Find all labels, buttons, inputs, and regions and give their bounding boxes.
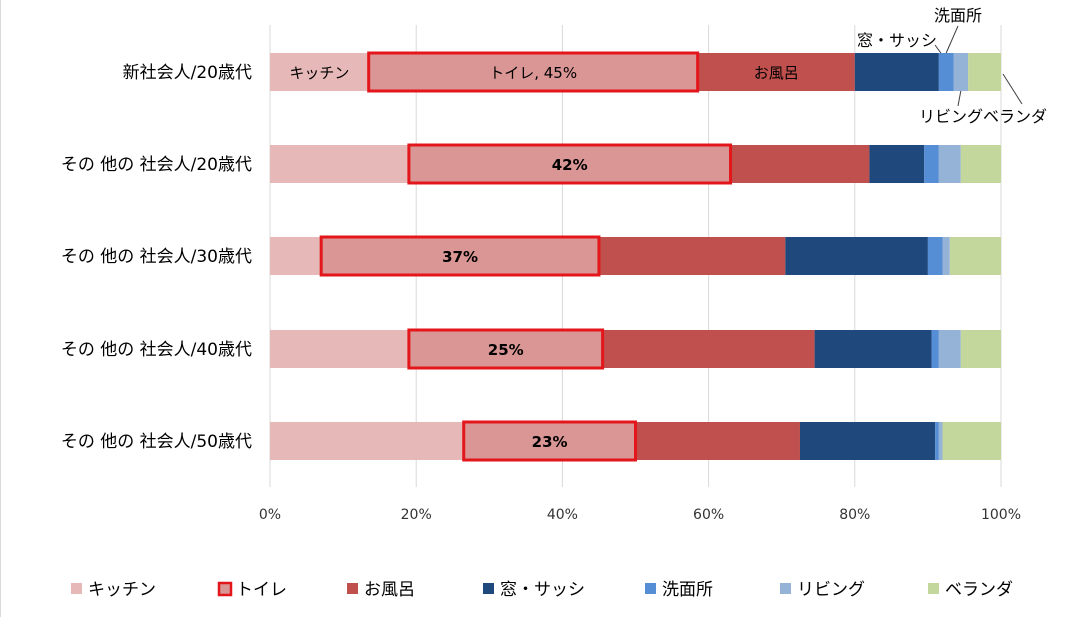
x-tick-label: 0% — [259, 507, 281, 523]
legend-label: 窓・サッシ — [500, 580, 585, 600]
bar-segment — [697, 53, 855, 91]
bar-segment — [949, 237, 1001, 275]
annotation-label: 洗面所 — [934, 6, 982, 25]
bar-row — [270, 235, 1001, 277]
leader-line — [934, 44, 942, 54]
legend-swatch — [217, 581, 233, 597]
bar-segment — [408, 330, 603, 368]
x-tick-label: 100% — [981, 507, 1021, 523]
legend-label: リビング — [797, 580, 865, 600]
leader-line — [957, 90, 962, 107]
bar-segment — [953, 53, 969, 91]
legend-item: 洗面所 — [645, 580, 713, 600]
category-label: その 他の 社会人/40歳代 — [61, 340, 252, 360]
legend-item: リビング — [780, 580, 865, 600]
bar-segment — [854, 53, 939, 91]
bar-segment — [938, 53, 954, 91]
bar-segment — [408, 145, 731, 183]
data-labels: キッチン トイレ, 45% お風呂 42% 37% 25% 23% — [289, 64, 798, 451]
bar-segment — [960, 145, 1001, 183]
legend-label: キッチン — [88, 580, 156, 600]
x-tick-label: 40% — [547, 507, 578, 523]
bar-segment — [270, 53, 369, 91]
bar-row — [270, 328, 1001, 370]
legend-item: トイレ — [217, 580, 287, 600]
bar-segment — [938, 330, 961, 368]
data-label: 37% — [442, 248, 478, 266]
legend-swatch — [780, 583, 791, 594]
x-tick-label: 60% — [693, 507, 724, 523]
legend-label: お風呂 — [364, 580, 415, 600]
legend-label: トイレ — [236, 580, 287, 600]
data-label: トイレ, 45% — [489, 64, 577, 82]
annotation-label: リビングベランダ — [919, 107, 1047, 126]
bar-segment — [730, 145, 870, 183]
bar-row — [270, 420, 1001, 462]
legend-label: ベランダ — [945, 580, 1013, 600]
bar-highlight-border — [407, 143, 733, 185]
bar-segment — [635, 422, 800, 460]
bar-segment — [968, 53, 1001, 91]
bar-segment — [270, 237, 322, 275]
bar-segment — [598, 237, 786, 275]
bar-groups — [270, 51, 1001, 462]
bar-segment — [785, 237, 928, 275]
bar-segment — [814, 330, 932, 368]
data-label: お風呂 — [754, 64, 799, 82]
legend-swatch — [71, 583, 82, 594]
bar-segment — [924, 145, 939, 183]
data-label: 23% — [532, 433, 568, 451]
bar-segment — [938, 145, 961, 183]
x-tick-label: 20% — [401, 507, 432, 523]
data-label: 25% — [488, 341, 524, 359]
bar-row — [270, 51, 1001, 93]
bar-segment — [799, 422, 936, 460]
leader-line — [1002, 73, 1023, 105]
category-label: その 他の 社会人/30歳代 — [61, 247, 252, 267]
category-label: その 他の 社会人/50歳代 — [61, 432, 252, 452]
legend-swatch — [483, 583, 494, 594]
bar-segment — [931, 330, 939, 368]
bar-highlight-border — [319, 235, 601, 277]
bar-row — [270, 143, 1001, 185]
bar-segment — [927, 237, 943, 275]
bar-segment — [942, 237, 950, 275]
legend-item: キッチン — [71, 580, 156, 600]
bar-segment — [270, 422, 464, 460]
bar-segment — [602, 330, 815, 368]
bar-segment — [960, 330, 1001, 368]
category-label: 新社会人/20歳代 — [123, 63, 252, 83]
bar-segment — [321, 237, 599, 275]
bar-segment — [368, 53, 698, 91]
x-tick-label: 80% — [839, 507, 870, 523]
legend-item: ベランダ — [928, 580, 1013, 600]
bar-segment — [942, 422, 1001, 460]
bar-segment — [938, 422, 943, 460]
category-label: その 他の 社会人/20歳代 — [61, 155, 252, 175]
bar-highlight-border — [367, 51, 700, 93]
legend-label: 洗面所 — [662, 580, 713, 600]
bar-highlight-border — [462, 420, 637, 462]
leader-line — [945, 25, 959, 54]
bar-highlight-border — [407, 328, 605, 370]
x-axis-ticks: 0% 20% 40% 60% 80% 100% — [259, 507, 1021, 523]
annotation-label: 窓・サッシ — [857, 31, 937, 50]
data-label: 42% — [552, 156, 588, 174]
bar-segment — [935, 422, 939, 460]
legend-item: お風呂 — [347, 580, 415, 600]
bar-segment — [270, 145, 409, 183]
legend: キッチン トイレ お風呂 窓・サッシ 洗面所 リビング ベランダ — [71, 580, 1013, 600]
bar-segment — [869, 145, 925, 183]
legend-swatch — [928, 583, 939, 594]
bar-segment — [463, 422, 636, 460]
legend-item: 窓・サッシ — [483, 580, 585, 600]
legend-swatch — [645, 583, 656, 594]
legend-swatch — [347, 583, 358, 594]
data-label: キッチン — [289, 64, 349, 82]
bar-segment — [270, 330, 409, 368]
